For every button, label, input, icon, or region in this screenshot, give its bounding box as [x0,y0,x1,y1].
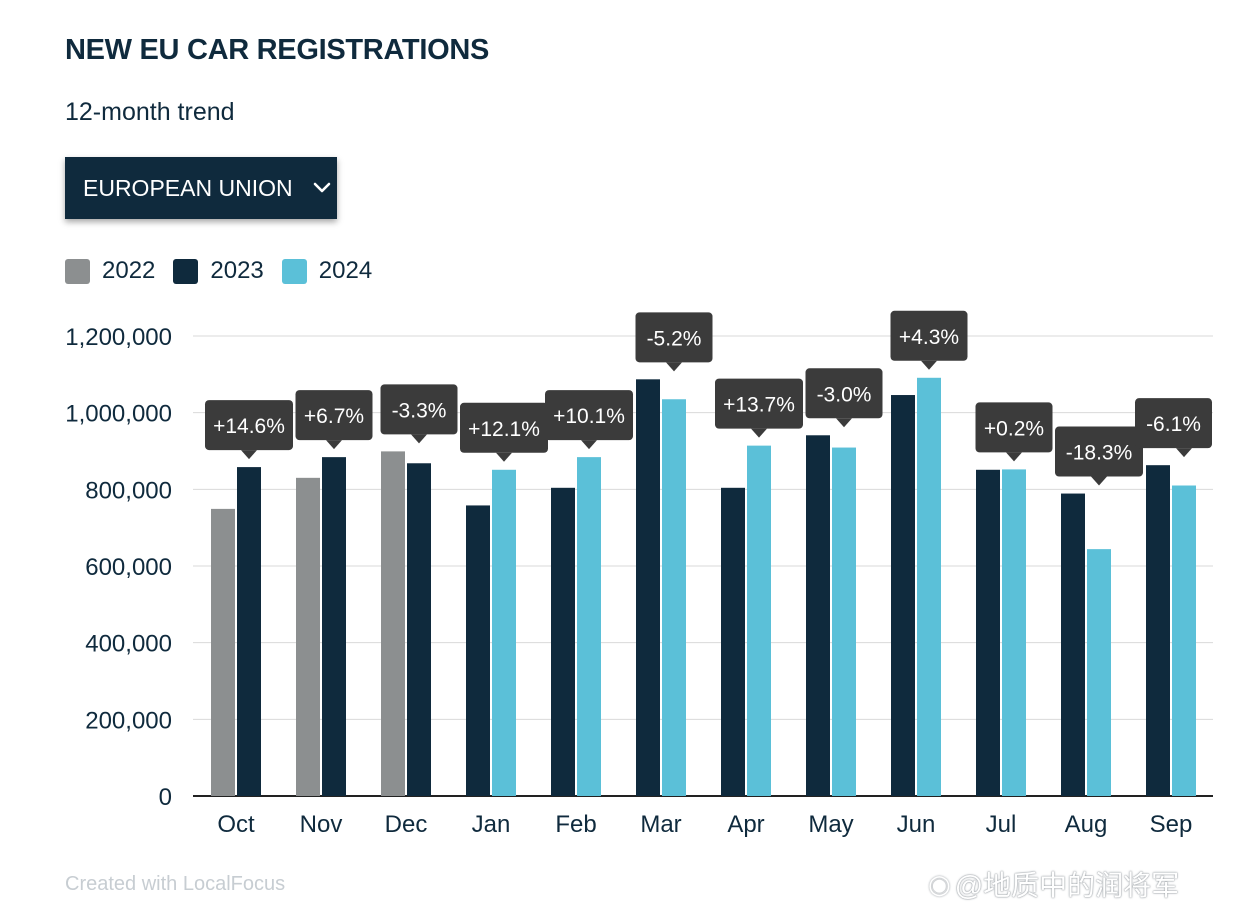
change-label-box [460,402,548,453]
bar-apr-2023[interactable] [721,487,745,796]
x-tick-label: May [808,811,853,838]
bar-jul-2024[interactable] [1002,469,1026,796]
x-tick-label: Oct [217,811,255,838]
x-tick-label: Feb [555,811,596,838]
y-tick-label: 400,000 [85,631,172,658]
bar-mar-2023[interactable] [636,379,660,796]
change-label-pointer [241,450,257,460]
chart-subtitle: 12-month trend [65,98,235,126]
x-tick-label: Jul [986,811,1017,838]
weibo-icon: ◉ [928,868,951,899]
bar-jun-2023[interactable] [891,395,915,796]
change-label-box [295,390,373,441]
change-label-pointer [581,440,597,450]
watermark: ◉ @地质中的润将军 [928,864,1179,904]
region-dropdown[interactable]: EUROPEAN UNION [65,157,337,219]
x-tick-label: Mar [640,811,681,838]
credit-text[interactable]: Created with LocalFocus [65,873,286,895]
change-label-box [1055,426,1143,477]
bar-jun-2024[interactable] [917,377,941,796]
change-label-pointer [836,418,852,428]
x-tick-label: Sep [1150,811,1193,838]
chart-title: NEW EU CAR REGISTRATIONS [65,34,490,66]
region-dropdown-label: EUROPEAN UNION [83,174,293,201]
bar-dec-2022[interactable] [381,451,405,796]
change-label: +10.1% [553,405,625,428]
change-label-pointer [751,428,767,438]
x-tick-label: Aug [1065,811,1108,838]
change-label-pointer [1176,448,1192,458]
legend-swatch-2023 [173,258,199,284]
change-label: +14.6% [213,415,285,438]
bar-jan-2024[interactable] [492,469,516,796]
legend-label-2022: 2022 [102,257,156,284]
change-label: +6.7% [304,405,364,428]
bar-feb-2023[interactable] [551,487,575,796]
bar-may-2024[interactable] [832,447,856,796]
change-label-pointer [921,360,937,370]
legend-label-2023: 2023 [210,257,264,284]
y-tick-label: 0 [159,784,172,811]
bar-apr-2024[interactable] [747,445,771,796]
y-tick-label: 1,000,000 [65,401,172,428]
bar-jan-2023[interactable] [466,505,490,796]
bar-oct-2023[interactable] [237,467,261,796]
y-tick-label: 1,200,000 [65,324,172,351]
legend-item-2024[interactable]: 2024 [281,257,373,285]
change-label: +0.2% [984,417,1044,440]
change-label: -6.1% [1146,413,1201,436]
legend-swatch-2024 [281,258,307,284]
change-label: -18.3% [1066,442,1133,465]
watermark-text: @地质中的润将军 [954,870,1180,901]
y-tick-label: 800,000 [85,477,172,504]
change-label-pointer [411,434,427,444]
change-label: +12.1% [468,418,540,441]
bar-aug-2023[interactable] [1061,493,1085,796]
bar-feb-2024[interactable] [577,457,601,796]
bar-oct-2022[interactable] [211,508,235,796]
change-label-box [975,402,1053,453]
x-tick-label: Nov [300,811,343,838]
change-label-box [635,312,713,363]
change-label-box [205,400,293,451]
bar-may-2023[interactable] [806,435,830,796]
y-tick-label: 200,000 [85,707,172,734]
x-tick-label: Jun [897,811,936,838]
change-label-pointer [496,452,512,462]
x-tick-label: Jan [472,811,511,838]
change-label-box [805,368,883,419]
change-label-pointer [666,362,682,372]
bar-dec-2023[interactable] [407,463,431,796]
change-label: -3.3% [392,399,447,422]
change-label-box [890,310,968,361]
legend-swatch-2022 [65,258,90,284]
legend-item-2023[interactable]: 2023 [173,257,264,285]
change-label-pointer [1091,476,1107,486]
legend-item-2022[interactable]: 2022 [65,257,155,285]
change-label-box [545,390,633,441]
change-label-box [715,378,803,429]
legend-label-2024: 2024 [318,257,373,284]
bar-nov-2023[interactable] [322,457,346,796]
change-label: -3.0% [817,383,872,406]
change-label: +4.3% [899,326,959,349]
change-label-box [380,384,458,435]
change-label: -5.2% [647,327,702,350]
change-label-pointer [326,440,342,450]
bar-aug-2024[interactable] [1087,549,1111,796]
bar-nov-2022[interactable] [296,477,320,796]
chevron-down-icon [313,182,331,194]
change-label-pointer [1006,452,1022,462]
bar-mar-2024[interactable] [662,399,686,796]
x-tick-label: Apr [727,811,764,838]
bar-jul-2023[interactable] [976,469,1000,796]
chart-legend: 2022 2023 2024 [65,257,390,285]
x-tick-label: Dec [385,811,428,838]
change-label: +13.7% [723,394,795,417]
change-label-box [1135,398,1212,449]
bar-sep-2024[interactable] [1172,485,1196,797]
y-tick-label: 600,000 [85,554,172,581]
bar-sep-2023[interactable] [1146,465,1170,796]
